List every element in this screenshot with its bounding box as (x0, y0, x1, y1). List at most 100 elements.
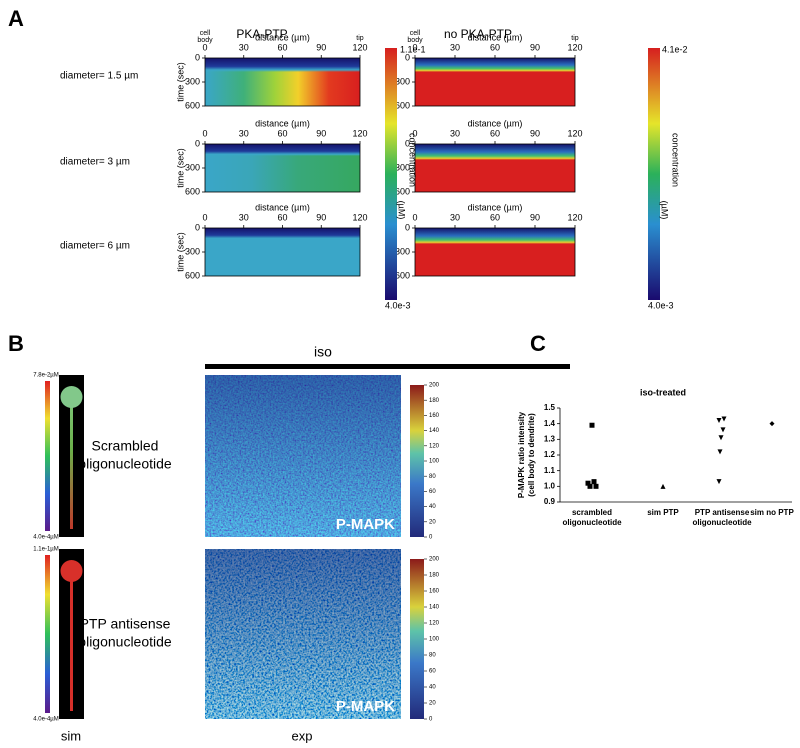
heatmap-band (205, 228, 360, 240)
colorbar-tick-label: 0 (429, 717, 433, 723)
y-tick-label: 600 (395, 270, 410, 280)
panel-label: B (8, 331, 24, 356)
y-tick-label: 1.1 (544, 466, 556, 475)
data-point (721, 416, 727, 422)
colorbar-label: concentration (671, 133, 681, 187)
x-tick-label: 0 (202, 42, 207, 52)
x-tick-label: 90 (316, 42, 326, 52)
exp-colorbar (410, 385, 424, 537)
row-label: Scrambled (92, 438, 159, 454)
colorbar-tick-label: 20 (429, 519, 436, 525)
y-tick-label: 0 (195, 52, 200, 62)
row-label: diameter= 1.5 µm (60, 71, 138, 82)
colorbar-tick-label: 100 (429, 459, 440, 465)
sim-min: 4.0e-4µM (33, 717, 58, 723)
x-tick-label: sim PTP (647, 508, 679, 517)
x-tick-label: 90 (530, 212, 540, 222)
exp-label: exp (292, 728, 313, 743)
stain-label: P-MAPK (336, 698, 395, 715)
y-tick-label: 300 (395, 76, 410, 86)
panel-label: A (8, 6, 24, 31)
colorbar-tick-label: 20 (429, 701, 436, 707)
x-tick-label: 90 (530, 42, 540, 52)
y-tick-label: 0.9 (544, 497, 556, 506)
x-tick-label: 30 (239, 128, 249, 138)
colorbar-max: 1.1e-1 (400, 44, 426, 54)
y-tick-label: 1.3 (544, 434, 556, 443)
stain-label: P-MAPK (336, 516, 395, 533)
neuron-soma (60, 560, 83, 582)
x-tick-label: 90 (316, 128, 326, 138)
chart-title: iso-treated (640, 387, 686, 397)
sim-colorbar (45, 555, 50, 713)
y-tick-label: 300 (395, 246, 410, 256)
cell-body-label: cell (200, 30, 211, 37)
data-point (720, 427, 726, 433)
y-axis-label: time (sec) (175, 148, 185, 188)
x-tick-label: 90 (530, 128, 540, 138)
colorbar-tick-label: 120 (429, 621, 440, 627)
data-point (718, 435, 724, 441)
y-tick-label: 1.5 (544, 403, 556, 412)
row-label: diameter= 6 µm (60, 241, 130, 252)
x-axis-label: distance (µm) (255, 118, 310, 128)
cell-body-label: body (197, 37, 213, 44)
exp-colorbar (410, 559, 424, 719)
colorbar-tick-label: 160 (429, 413, 440, 419)
data-point (769, 421, 775, 427)
tip-label: tip (356, 35, 364, 42)
y-tick-label: 0 (405, 222, 410, 232)
y-tick-label: 1.2 (544, 450, 556, 459)
x-axis-label: distance (µm) (255, 202, 310, 212)
x-tick-label: sim no PTP (750, 508, 794, 517)
cell-body-label: body (407, 37, 423, 44)
tip-label: tip (571, 35, 579, 42)
data-point (716, 479, 722, 485)
neuron-dendrite (70, 571, 73, 711)
x-tick-label: 0 (412, 128, 417, 138)
x-axis-label: distance (µm) (468, 118, 523, 128)
sim-label: sim (61, 728, 81, 743)
colorbar-unit: (µM) (397, 201, 407, 220)
x-axis-label: distance (µm) (255, 32, 310, 42)
y-tick-label: 600 (185, 186, 200, 196)
colorbar-label: concentration (408, 133, 418, 187)
y-tick-label: 300 (185, 246, 200, 256)
colorbar-tick-label: 200 (429, 557, 440, 563)
y-tick-label: 300 (185, 162, 200, 172)
x-tick-label: 120 (567, 128, 582, 138)
sim-colorbar (45, 381, 50, 531)
x-tick-label: 60 (277, 128, 287, 138)
x-tick-label: 120 (352, 42, 367, 52)
x-tick-label: scrambled (572, 508, 612, 517)
y-axis-label: time (sec) (175, 62, 185, 102)
x-tick-label: PTP antisense (695, 508, 750, 517)
x-tick-label: 0 (412, 212, 417, 222)
row-label: oligonucleotide (78, 456, 172, 472)
y-tick-label: 0 (405, 52, 410, 62)
colorbar-tick-label: 140 (429, 605, 440, 611)
x-tick-label: 120 (567, 42, 582, 52)
x-tick-label: 0 (202, 212, 207, 222)
data-point (589, 422, 595, 428)
colorbar-tick-label: 60 (429, 669, 436, 675)
sim-min: 4.0e-4µM (33, 535, 58, 541)
y-tick-label: 600 (185, 270, 200, 280)
x-axis-label: distance (µm) (468, 32, 523, 42)
colorbar-tick-label: 80 (429, 653, 436, 659)
colorbar-min: 4.0e-3 (648, 300, 674, 310)
data-point (717, 449, 723, 455)
x-tick-label: 60 (490, 128, 500, 138)
neuron-soma (60, 386, 83, 408)
colorbar-tick-label: 140 (429, 428, 440, 434)
column-title: PKA-PTP (236, 27, 287, 41)
exp-shade (205, 549, 401, 719)
colorbar-tick-label: 120 (429, 443, 440, 449)
y-tick-label: 0 (195, 138, 200, 148)
data-point (716, 418, 722, 424)
x-tick-label: 60 (490, 42, 500, 52)
heatmap-band (415, 144, 575, 160)
y-tick-label: 600 (185, 100, 200, 110)
row-label: diameter= 3 µm (60, 157, 130, 168)
